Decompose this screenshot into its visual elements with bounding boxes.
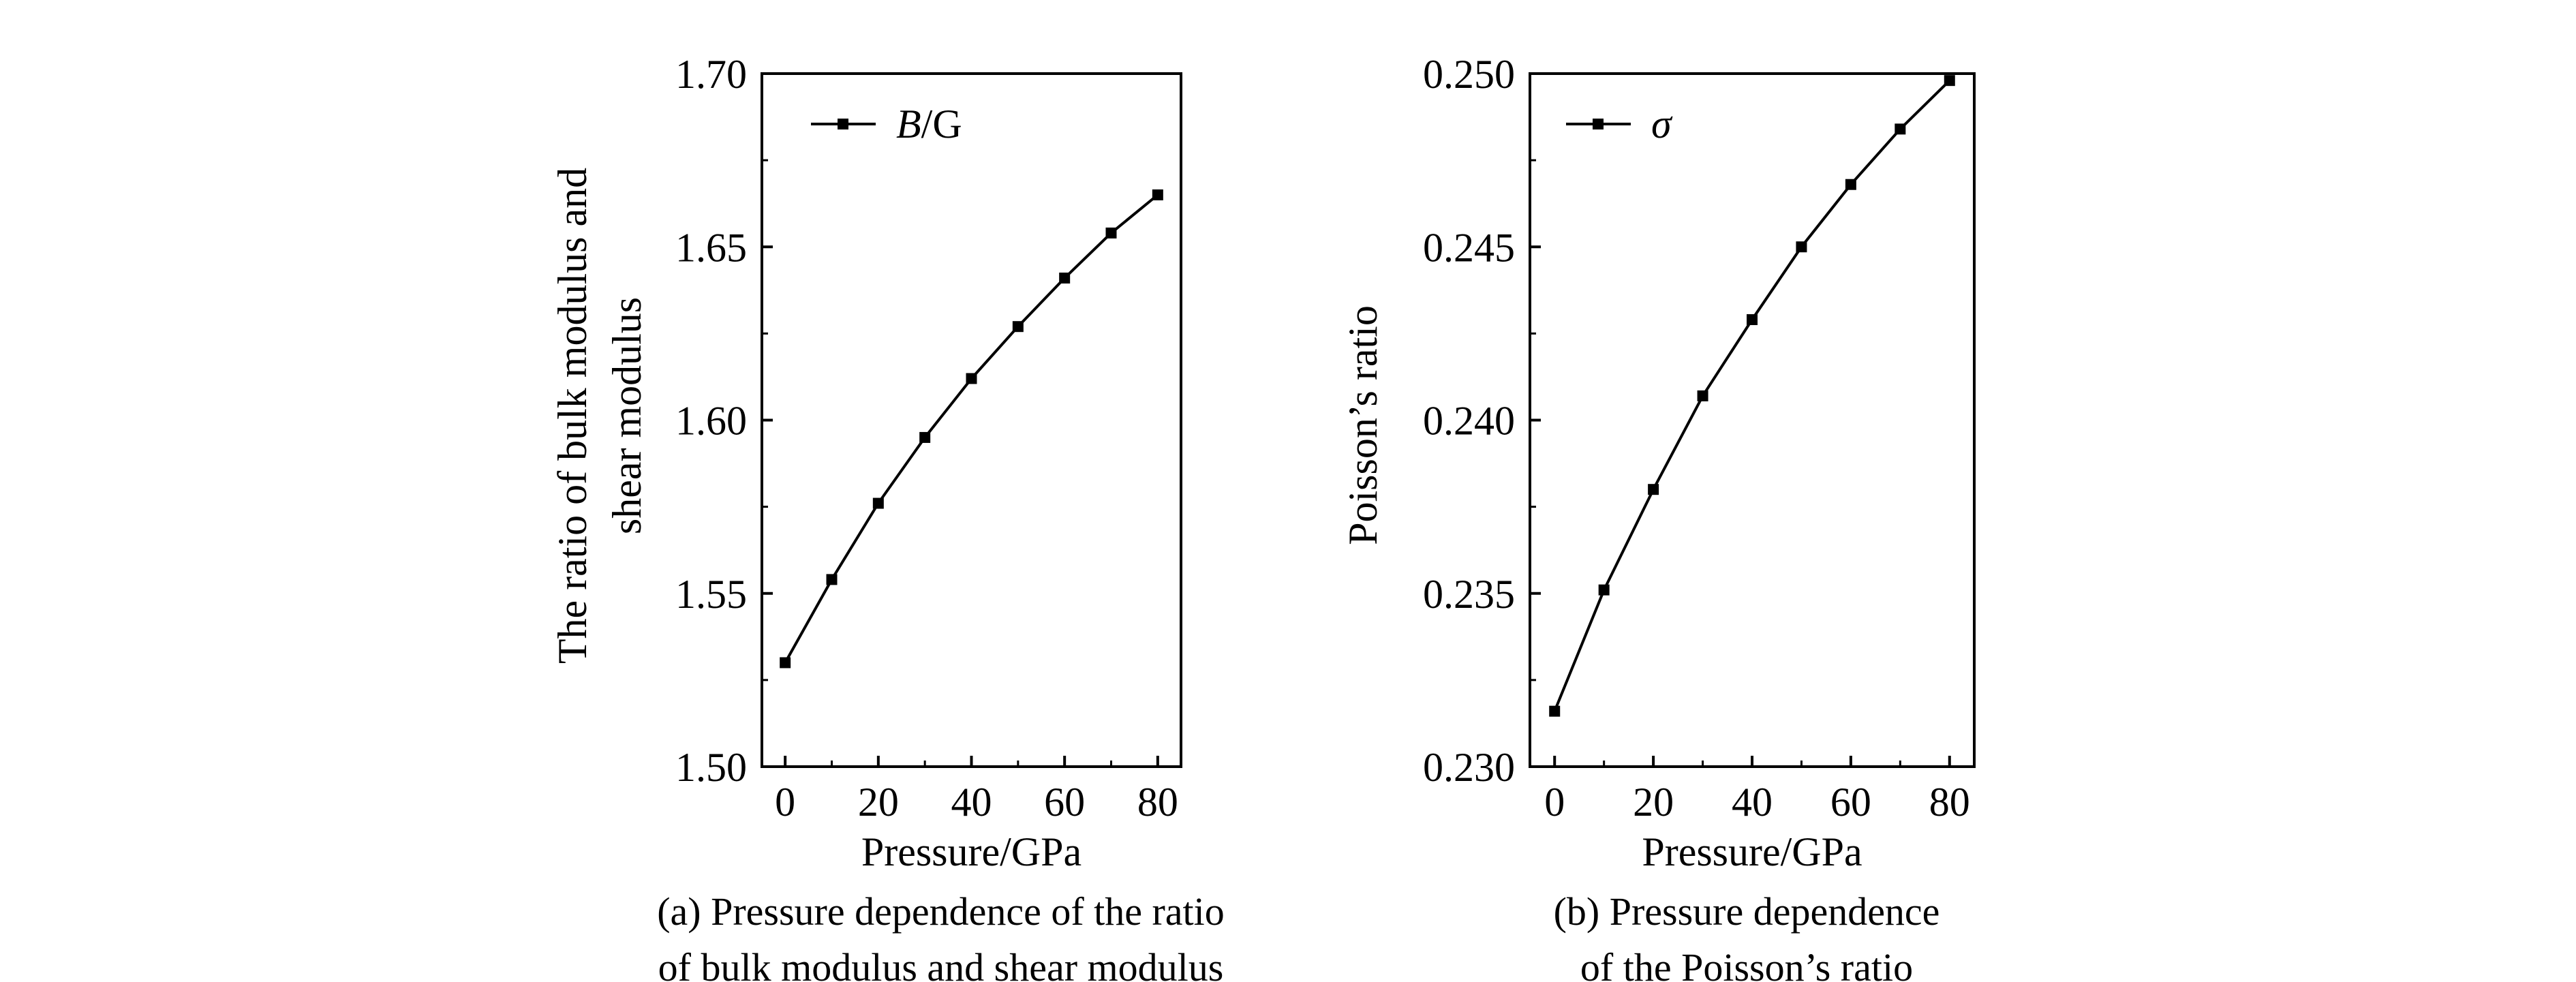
x-tick-label: 0 bbox=[1544, 780, 1565, 825]
data-point bbox=[1648, 484, 1659, 495]
legend-label: σ bbox=[1651, 102, 1673, 147]
figure-caption: of the Poisson’s ratio bbox=[1580, 945, 1913, 982]
data-point bbox=[1152, 189, 1163, 200]
y-tick-label: 1.65 bbox=[675, 225, 747, 270]
plot-frame bbox=[1529, 72, 1976, 768]
y-tick-label: 1.60 bbox=[675, 399, 747, 444]
data-point bbox=[1845, 179, 1856, 190]
x-tick-label: 60 bbox=[1830, 780, 1871, 825]
chart-panel-a: 0 20 40 60 80 1.50 1.55 1.60 1.65 1.70 B/G Pressure… bbox=[550, 52, 1225, 982]
y-tick-label: 0.230 bbox=[1423, 745, 1515, 790]
data-point bbox=[1895, 123, 1906, 135]
y-tick-label: 1.70 bbox=[675, 52, 747, 97]
y-tick-label: 1.55 bbox=[675, 572, 747, 617]
figure-caption: (b) Pressure dependence bbox=[1554, 889, 1940, 934]
plot-frame bbox=[761, 72, 1182, 768]
legend-label: B/G bbox=[896, 102, 962, 147]
chart-panel-b: 0 20 40 60 80 0.230 0.235 0.240 0.245 0.250 σ Press… bbox=[1340, 52, 1976, 982]
figure-caption: (a) Pressure dependence of the ratio bbox=[657, 889, 1225, 934]
data-point bbox=[1796, 241, 1807, 253]
data-point bbox=[780, 657, 791, 669]
series-line bbox=[784, 194, 1159, 664]
y-tick-label: 0.235 bbox=[1423, 572, 1515, 617]
x-tick-label: 80 bbox=[1929, 780, 1970, 825]
data-point bbox=[1697, 390, 1708, 401]
x-tick-label: 0 bbox=[775, 780, 795, 825]
x-tick-label: 60 bbox=[1044, 780, 1085, 825]
figure-caption: of bulk modulus and shear modulus bbox=[658, 945, 1224, 982]
y-axis-label: The ratio of bulk modulus and bbox=[550, 168, 595, 664]
x-tick-label: 40 bbox=[1732, 780, 1773, 825]
data-point bbox=[872, 497, 884, 509]
data-point bbox=[966, 373, 977, 384]
data-point bbox=[1105, 227, 1117, 239]
data-point bbox=[1598, 584, 1610, 596]
y-tick-label: 0.240 bbox=[1423, 399, 1515, 444]
y-tick-label: 1.50 bbox=[675, 745, 747, 790]
x-tick-label: 20 bbox=[858, 780, 899, 825]
y-axis-label: shear modulus bbox=[604, 297, 649, 534]
x-axis-label: Pressure/GPa bbox=[1642, 829, 1862, 874]
legend-marker bbox=[1593, 119, 1604, 129]
x-tick-label: 40 bbox=[951, 780, 992, 825]
data-point bbox=[826, 574, 838, 585]
x-axis-label: Pressure/GPa bbox=[861, 829, 1082, 874]
x-tick-label: 80 bbox=[1137, 780, 1178, 825]
x-tick-label: 20 bbox=[1633, 780, 1674, 825]
legend-marker bbox=[838, 119, 848, 129]
y-tick-label: 0.245 bbox=[1423, 225, 1515, 270]
series-line bbox=[1553, 79, 1951, 712]
data-point bbox=[1059, 273, 1071, 284]
data-point bbox=[1549, 705, 1561, 717]
data-point bbox=[1747, 314, 1758, 326]
y-axis-label: Poisson’s ratio bbox=[1340, 305, 1385, 545]
data-point bbox=[919, 431, 931, 443]
y-tick-label: 0.250 bbox=[1423, 52, 1515, 97]
data-point bbox=[1944, 75, 1955, 87]
data-point bbox=[1012, 321, 1024, 333]
